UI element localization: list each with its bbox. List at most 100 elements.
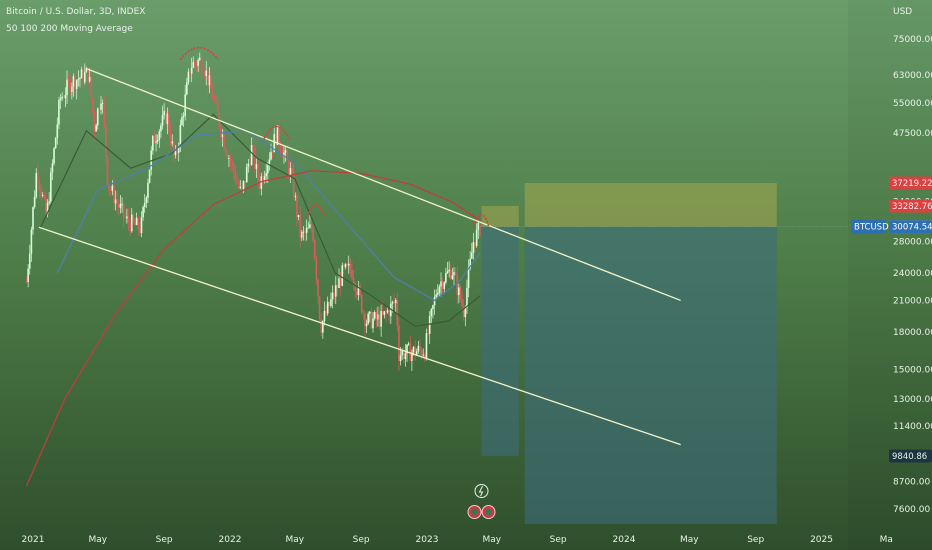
candle-body — [241, 187, 243, 189]
candle-body — [106, 156, 109, 185]
candle-body — [377, 314, 379, 320]
candle-body — [271, 151, 274, 153]
candle-body — [160, 125, 162, 132]
candle-body — [114, 199, 117, 204]
candle-body — [318, 296, 321, 320]
candle-body — [179, 124, 182, 147]
candle-body — [438, 286, 441, 293]
candle-body — [30, 229, 33, 254]
candle-body — [184, 94, 187, 116]
candle-body — [96, 108, 99, 126]
candle-body — [27, 268, 29, 282]
candle-body — [448, 269, 450, 272]
candle-body — [378, 314, 381, 327]
candle-body — [35, 173, 38, 198]
candle-body — [296, 195, 298, 217]
candle-body — [309, 224, 311, 228]
candle-body — [275, 133, 277, 145]
candle-body — [130, 214, 133, 232]
candle-body — [25, 281, 28, 283]
candle-body — [467, 267, 470, 288]
candle-body — [469, 258, 471, 268]
candle-body — [331, 292, 334, 300]
candle-body — [417, 345, 420, 352]
candle-body — [453, 272, 455, 276]
candle-body — [152, 136, 154, 151]
candle-body — [164, 111, 167, 125]
y-tick-label: 28000.00 — [893, 237, 932, 247]
candle-body — [239, 187, 242, 188]
x-tick-label: Sep — [550, 535, 567, 545]
candle-body — [430, 309, 433, 316]
x-tick-label: 2021 — [22, 535, 45, 545]
candle-body — [304, 231, 306, 233]
candle-body — [475, 229, 478, 246]
candle-body — [200, 57, 203, 69]
candle-body — [351, 269, 353, 279]
candle-body — [161, 115, 164, 126]
price-pill-label: 9840.86 — [892, 452, 927, 462]
candle-body — [415, 351, 418, 356]
candle-body — [424, 354, 426, 359]
candle-body — [77, 79, 80, 81]
candle-body — [436, 292, 439, 295]
candle-body — [127, 216, 130, 223]
candle-body — [479, 222, 481, 236]
target-zone — [524, 182, 777, 227]
candle-body — [364, 313, 366, 327]
candle-body — [242, 180, 245, 189]
target-zone — [481, 205, 519, 227]
candle-body — [215, 99, 217, 101]
indicator-legend[interactable]: 50 100 200 Moving Average — [6, 24, 133, 34]
candle-body — [139, 229, 141, 233]
candle-body — [177, 146, 180, 153]
candle-body — [284, 150, 287, 153]
candle-body — [454, 272, 457, 276]
candle-body — [100, 103, 102, 110]
candle-body — [46, 202, 49, 214]
candle-body — [325, 311, 327, 314]
candle-body — [40, 188, 42, 196]
candle-body — [187, 71, 190, 83]
candle-body — [197, 60, 199, 66]
candle-body — [252, 144, 255, 148]
y-tick-label: 21000.00 — [893, 296, 932, 306]
axis-unit-label: USD — [893, 7, 912, 17]
candle-body — [216, 100, 219, 112]
candle-body — [118, 203, 120, 208]
candle-body — [326, 301, 329, 314]
candle-body — [132, 214, 135, 222]
candle-body — [459, 287, 462, 300]
candle-body — [220, 126, 222, 137]
lightning-bolt — [478, 485, 484, 497]
candle-body — [116, 199, 118, 204]
candle-body — [250, 144, 253, 165]
candle-body — [61, 96, 63, 99]
symbol-title[interactable]: Bitcoin / U.S. Dollar, 3D, INDEX — [6, 7, 146, 17]
candle-body — [458, 287, 460, 296]
candle-body — [194, 61, 196, 64]
candle-body — [43, 194, 46, 198]
channel-lower-line — [38, 226, 681, 446]
candle-body — [140, 217, 143, 233]
y-tick-label: 55000.00 — [893, 99, 932, 109]
candle-body — [186, 82, 188, 95]
candle-body — [163, 111, 165, 116]
candle-body — [317, 279, 319, 297]
candle-body — [113, 185, 115, 204]
candle-body — [229, 158, 232, 163]
candle-body — [218, 111, 221, 127]
candle-body — [207, 70, 209, 86]
candle-body — [171, 141, 174, 144]
candle-body — [262, 176, 264, 181]
candle-body — [103, 102, 106, 127]
candle-body — [391, 301, 394, 304]
candle-body — [226, 152, 229, 159]
candle-body — [407, 343, 410, 345]
candle-body — [399, 355, 402, 362]
candle-body — [203, 72, 206, 76]
highlight-arc — [179, 46, 219, 61]
price-pill-label: 33282.76 — [892, 202, 932, 212]
